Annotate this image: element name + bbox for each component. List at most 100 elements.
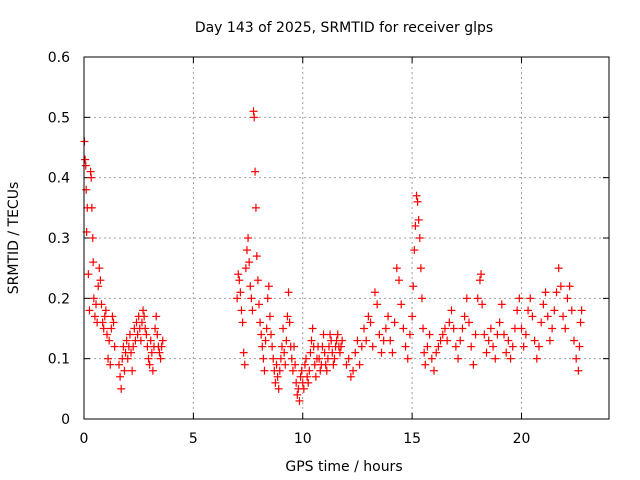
x-axis-title: GPS time / hours [285,459,402,475]
data-point [519,342,528,351]
data-point [539,300,548,309]
data-point [500,330,508,339]
data-point [233,294,242,303]
data-point [412,191,421,200]
data-point [548,324,557,333]
data-point [156,354,165,363]
data-point [293,390,302,399]
data-point [537,318,546,327]
data-point [337,342,346,351]
data-point [524,306,533,315]
data-point [235,276,244,285]
data-point [307,336,316,345]
data-point [390,318,399,327]
data-point [299,384,308,393]
data-point [349,366,358,375]
data-point [460,312,469,321]
data-point [147,348,156,357]
data-point [375,330,384,339]
data-point [152,312,161,321]
data-point [96,276,105,285]
data-point [440,324,449,333]
data-point [120,366,129,375]
data-point [575,342,584,351]
data-point [330,354,339,363]
data-point [473,294,482,303]
data-point [84,270,93,279]
y-tick-label: 0.5 [48,110,70,126]
data-point [541,288,550,297]
data-point [155,348,164,357]
data-point [471,330,480,339]
data-point [574,366,583,375]
data-point [265,312,274,321]
data-point [108,312,117,321]
x-tick-label: 5 [189,431,198,447]
data-point [475,276,484,285]
data-point [420,348,429,357]
data-point [249,107,258,116]
data-point [360,324,368,333]
data-point [528,312,537,321]
data-point [438,330,447,339]
data-point [565,282,574,291]
data-point [240,360,249,369]
data-point [244,234,253,242]
data-point [430,366,438,375]
data-point [125,330,134,339]
data-point [133,330,142,339]
data-point [344,354,353,363]
data-point [106,360,115,369]
data-point [99,324,108,333]
data-point [486,324,495,333]
data-point [392,264,401,273]
data-point [127,348,136,357]
data-point [145,360,154,369]
y-tick-label: 0.3 [48,231,70,247]
data-point [102,330,111,339]
data-point [303,372,312,381]
data-point [238,318,247,327]
data-point [415,234,424,242]
data-point [116,372,125,381]
data-point [123,354,132,363]
data-point [94,282,103,291]
data-point [513,306,522,315]
data-point [271,378,280,387]
data-point [273,372,282,381]
data-point [530,336,539,345]
data-point [346,372,355,381]
data-point [288,366,297,375]
data-point [151,324,160,333]
data-point [423,342,432,351]
data-point [247,294,256,303]
data-point [561,324,570,333]
data-point [517,324,526,333]
data-point [136,336,145,345]
data-point [535,342,543,351]
data-point [82,185,91,194]
data-point [89,258,98,267]
data-point [403,354,412,363]
data-point [258,342,267,351]
data-point [275,366,284,375]
data-point [508,342,517,351]
data-point [255,300,263,309]
data-point [137,318,146,327]
data-point [251,167,260,176]
data-point [262,324,271,333]
data-point [104,354,113,363]
data-point [287,354,296,363]
data-point [290,342,298,351]
data-point [427,354,436,363]
data-point [158,336,167,345]
data-point [333,330,342,339]
points-layer [80,107,586,405]
y-axis-title: SRMTID / TECUs [6,182,22,295]
data-point [495,318,504,327]
data-point [447,306,456,315]
data-point [489,342,498,351]
data-point [484,336,493,345]
data-point [421,360,430,369]
data-point [302,354,311,363]
